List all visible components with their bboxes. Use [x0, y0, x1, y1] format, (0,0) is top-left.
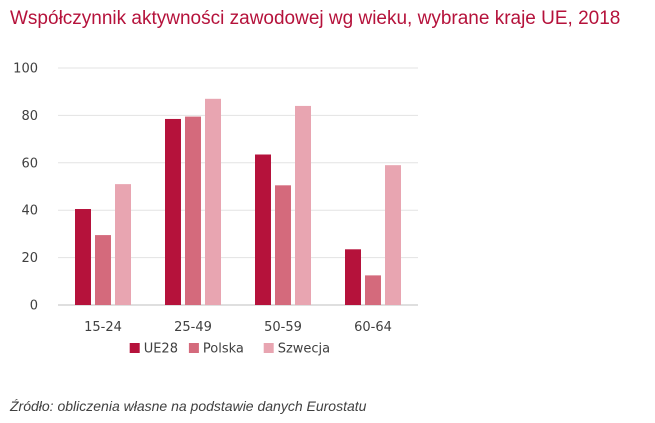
bar-polska-50-59	[275, 185, 291, 305]
y-axis: 0 20 40 60 80 100	[13, 62, 38, 314]
bars	[75, 98, 401, 306]
bar-szwecja-50-59	[295, 105, 311, 305]
bar-szwecja-15-24	[115, 184, 131, 305]
legend: UE28 Polska Szwecja	[129, 342, 330, 357]
bar-polska-60-64	[365, 275, 381, 305]
bar-chart: 0 20 40 60 80 100 15-24 25-49 50-59 60-64 UE28 Po…	[13, 62, 418, 357]
y-tick-label: 100	[13, 62, 38, 77]
y-tick-label: 60	[21, 156, 38, 171]
legend-label-ue28: UE28	[144, 342, 178, 357]
bar-ue28-60-64	[345, 249, 361, 305]
x-axis: 15-24 25-49 50-59 60-64	[84, 320, 392, 335]
legend-swatch-szwecja	[263, 343, 274, 353]
x-tick-label: 25-49	[174, 320, 212, 335]
bar-polska-25-49	[185, 116, 201, 306]
x-tick-label: 15-24	[84, 320, 122, 335]
bar-polska-15-24	[95, 235, 111, 305]
bar-ue28-25-49	[165, 118, 181, 305]
x-tick-label: 60-64	[354, 320, 392, 335]
chart-title: Współczynnik aktywności zawodowej wg wie…	[10, 8, 621, 29]
y-tick-label: 0	[30, 299, 38, 314]
x-tick-label: 50-59	[264, 320, 302, 335]
bar-szwecja-25-49	[205, 98, 221, 305]
legend-swatch-ue28	[129, 343, 140, 353]
bar-szwecja-60-64	[385, 165, 401, 305]
y-tick-label: 40	[21, 204, 38, 219]
legend-label-polska: Polska	[203, 342, 244, 357]
bar-ue28-15-24	[75, 209, 91, 305]
legend-label-szwecja: Szwecja	[278, 342, 330, 357]
source-note: Źródło: obliczenia własne na podstawie d…	[10, 398, 367, 414]
gridlines	[58, 67, 418, 306]
y-tick-label: 20	[21, 251, 38, 266]
y-tick-label: 80	[21, 109, 38, 124]
bar-ue28-50-59	[255, 154, 271, 305]
legend-swatch-polska	[188, 343, 199, 353]
